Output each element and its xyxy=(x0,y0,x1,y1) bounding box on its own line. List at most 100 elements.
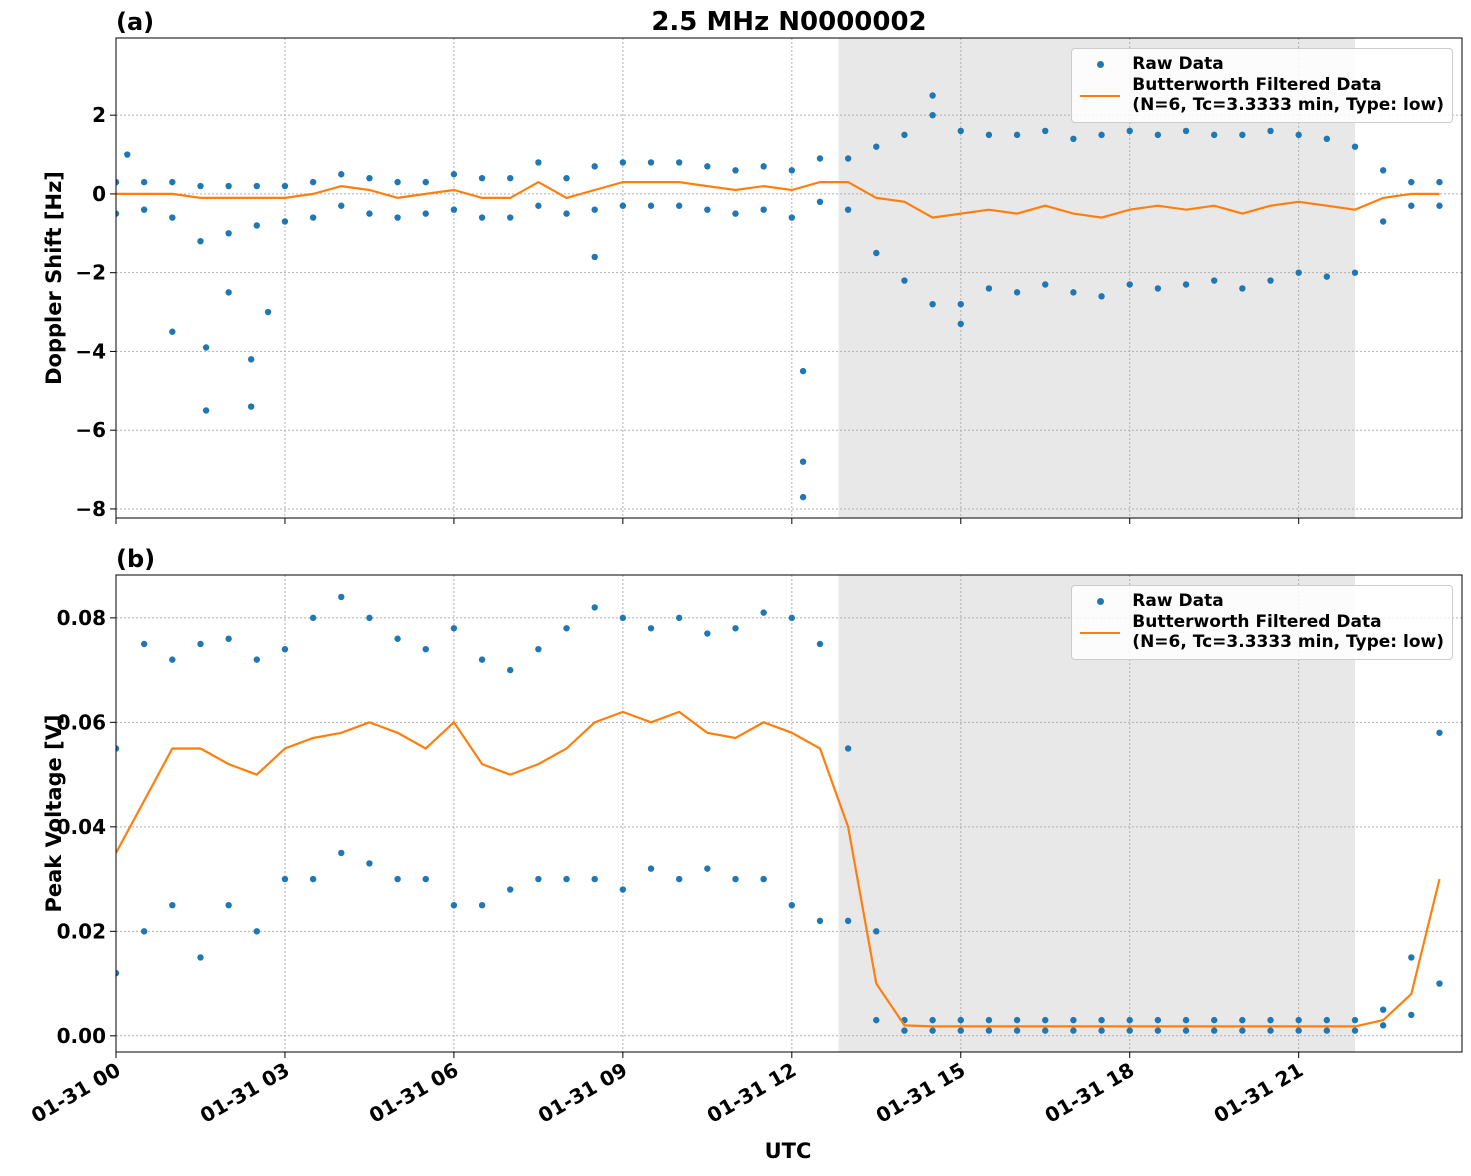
x-tick-label: 01-31 00 xyxy=(27,1058,125,1128)
raw-point xyxy=(309,178,317,186)
x-axis-label: UTC xyxy=(765,1139,812,1163)
raw-point xyxy=(394,178,401,186)
raw-point xyxy=(704,206,711,213)
raw-point xyxy=(929,111,936,119)
raw-point xyxy=(253,656,260,663)
raw-point xyxy=(169,214,176,221)
raw-point xyxy=(247,356,255,363)
legend-symbol xyxy=(1080,622,1121,642)
raw-point xyxy=(929,92,936,99)
raw-point xyxy=(760,609,767,616)
y-axis-label: Doppler Shift [Hz] xyxy=(42,171,66,385)
raw-point xyxy=(799,493,807,501)
raw-point xyxy=(478,214,486,221)
raw-point xyxy=(816,640,824,648)
raw-point xyxy=(1267,277,1274,284)
x-tick-label: 01-31 09 xyxy=(534,1058,632,1128)
y-tick-label: −8 xyxy=(75,497,106,521)
raw-point xyxy=(799,458,807,465)
raw-point xyxy=(422,210,429,217)
raw-point xyxy=(450,171,458,178)
raw-point xyxy=(844,745,852,752)
raw-point xyxy=(1379,218,1387,225)
raw-point xyxy=(1408,178,1415,186)
raw-point xyxy=(1408,1011,1415,1019)
raw-point xyxy=(253,222,260,229)
raw-point xyxy=(1182,281,1190,288)
raw-point xyxy=(247,403,255,410)
raw-point xyxy=(338,202,345,209)
raw-point xyxy=(563,625,570,632)
raw-point xyxy=(253,928,260,935)
raw-point xyxy=(225,230,232,237)
legend-symbol xyxy=(1080,54,1120,74)
raw-point xyxy=(901,277,908,284)
raw-point xyxy=(1042,127,1049,135)
raw-point xyxy=(124,151,131,158)
legend-entry: Raw Data xyxy=(1080,54,1444,74)
raw-point xyxy=(1070,1016,1077,1024)
y-axis-label: Peak Voltage [V] xyxy=(42,714,66,912)
raw-point xyxy=(1098,1016,1105,1024)
raw-point xyxy=(140,928,148,935)
raw-point xyxy=(647,202,655,209)
raw-point xyxy=(366,210,373,217)
raw-point xyxy=(1351,269,1359,276)
x-tick-label: 01-31 18 xyxy=(1041,1058,1139,1128)
raw-point xyxy=(1154,285,1162,292)
x-tick-label: 01-31 15 xyxy=(872,1058,970,1128)
raw-point xyxy=(169,328,176,335)
raw-point xyxy=(1379,1006,1387,1013)
raw-point xyxy=(535,645,542,653)
raw-point xyxy=(799,367,807,375)
raw-point xyxy=(591,206,598,213)
raw-point xyxy=(535,159,542,166)
raw-point xyxy=(450,206,458,213)
raw-point xyxy=(225,901,232,909)
raw-point xyxy=(507,886,514,893)
legend-marker xyxy=(1097,61,1105,68)
raw-point xyxy=(844,917,852,925)
y-tick-label: 0.04 xyxy=(57,815,106,839)
raw-point xyxy=(901,1027,908,1034)
raw-point xyxy=(873,928,880,935)
raw-point xyxy=(1436,980,1443,987)
legend-entry: Butterworth Filtered Data (N=6, Tc=3.333… xyxy=(1080,612,1444,652)
raw-point xyxy=(338,593,345,601)
raw-point xyxy=(1154,131,1162,139)
raw-point xyxy=(788,214,796,221)
raw-point xyxy=(264,308,272,316)
raw-point xyxy=(788,614,796,622)
y-tick-label: 0.08 xyxy=(57,606,106,630)
raw-point xyxy=(394,214,401,221)
legend: Raw Data Butterworth Filtered Data (N=6, … xyxy=(1071,585,1453,660)
raw-point xyxy=(1182,1016,1190,1024)
raw-point xyxy=(478,656,486,663)
raw-point xyxy=(675,614,683,622)
raw-point xyxy=(1211,1016,1218,1024)
raw-point xyxy=(197,182,204,190)
raw-point xyxy=(1295,131,1302,139)
raw-point xyxy=(563,210,570,217)
raw-point xyxy=(1070,289,1077,296)
panel-label: (b) xyxy=(116,545,155,573)
raw-point xyxy=(478,901,486,909)
raw-point xyxy=(985,1016,993,1024)
raw-point xyxy=(169,656,176,663)
raw-point xyxy=(1126,127,1133,135)
raw-point xyxy=(197,954,204,961)
raw-point xyxy=(202,344,210,351)
raw-point xyxy=(507,666,514,674)
raw-point xyxy=(1126,281,1133,288)
raw-point xyxy=(422,645,429,653)
raw-point xyxy=(1042,281,1049,288)
raw-point xyxy=(225,182,232,190)
raw-point xyxy=(647,865,655,872)
raw-point xyxy=(1239,131,1246,139)
raw-point xyxy=(1408,954,1415,961)
raw-point xyxy=(619,614,627,622)
panel-label: (a) xyxy=(116,8,154,36)
y-tick-label: 0.02 xyxy=(57,919,106,943)
raw-point xyxy=(394,635,401,642)
